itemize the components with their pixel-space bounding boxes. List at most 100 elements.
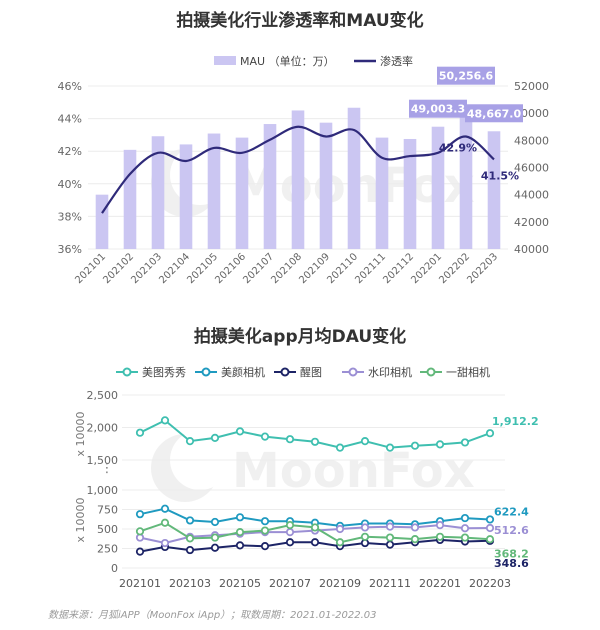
series-point <box>135 527 145 536</box>
mau-bar <box>263 124 277 249</box>
chart1-data-labels: 49,003.3 50,256.6 48,667.0 42.9% 41.5% <box>409 66 523 182</box>
series-point <box>185 534 195 543</box>
series-point <box>410 535 420 544</box>
legend-mau-swatch <box>214 56 236 65</box>
series-point <box>310 523 320 532</box>
mau-bar <box>459 109 473 249</box>
x-tick-label: 202105 <box>219 577 261 590</box>
mau-bar <box>319 122 333 249</box>
series-point <box>210 433 220 442</box>
y-right-tick-label: 48000 <box>514 134 549 147</box>
series-point <box>160 504 170 513</box>
legend-penetration-label: 渗透率 <box>380 54 413 68</box>
y-lower-tick-label: 500 <box>97 523 118 536</box>
series-point <box>235 541 245 550</box>
svg-text:MoonFox: MoonFox <box>232 443 475 499</box>
chart1-line <box>101 125 495 214</box>
chart2-upper-axis-label: x 10000 <box>74 411 87 456</box>
penetration-line <box>101 125 495 214</box>
series-point <box>160 416 170 425</box>
x-tick-label: 202111 <box>369 577 411 590</box>
y-left-tick-label: 40% <box>58 178 82 191</box>
x-tick-label: 202203 <box>469 577 511 590</box>
series-point <box>135 428 145 437</box>
series-point <box>360 437 370 446</box>
mau-bar <box>403 138 417 249</box>
series-point <box>235 528 245 537</box>
chart1-title: 拍摄美化行业渗透率和MAU变化 <box>176 10 423 31</box>
series-point <box>485 515 495 524</box>
end-value-label: 622.4 <box>494 505 529 518</box>
chart2-lower-axis-label: x 10000 <box>74 497 87 542</box>
mau-data-label: 48,667.0 <box>467 107 522 120</box>
series-point <box>285 520 295 530</box>
series-point <box>460 533 470 542</box>
mau-data-label: 50,256.6 <box>439 70 494 83</box>
legend-label: 美颜相机 <box>221 365 265 379</box>
series-point <box>410 523 420 532</box>
legend-marker <box>280 367 290 377</box>
y-left-tick-label: 36% <box>58 243 82 256</box>
mau-bar <box>235 137 249 249</box>
series-point <box>185 545 195 555</box>
legend-label: 醒图 <box>300 366 322 379</box>
series-point <box>485 535 495 544</box>
legend-label: 水印相机 <box>368 365 412 379</box>
end-value-label: 348.6 <box>494 557 529 570</box>
chart1-bars <box>95 107 501 249</box>
y-upper-tick-label: 2,500 <box>87 389 119 402</box>
series-point <box>385 443 395 452</box>
y-right-tick-label: 40000 <box>514 243 549 256</box>
series-point <box>285 538 295 547</box>
series-point <box>160 518 170 527</box>
y-lower-tick-label: 1,000 <box>87 484 119 497</box>
chart2-axis-break: ⋮ <box>101 461 114 476</box>
mau-data-label: 49,003.3 <box>411 103 465 116</box>
mau-label-box <box>465 104 523 123</box>
series-point <box>260 517 270 526</box>
series-point <box>135 510 145 519</box>
legend-marker <box>201 367 211 377</box>
end-value-label: 368.2 <box>494 547 529 560</box>
series-point <box>310 538 320 547</box>
series-point <box>460 513 470 523</box>
mau-label-box <box>437 66 495 85</box>
end-value-label: 512.6 <box>494 524 529 537</box>
y-left-tick-label: 44% <box>58 113 82 126</box>
y-right-tick-label: 42000 <box>514 216 549 229</box>
chart2-axes: 1,500 2,000 2,500 0 250 500 750 1,000 202101 2021… <box>87 389 512 590</box>
series-point <box>385 522 395 531</box>
series-point <box>260 432 270 441</box>
series-point <box>185 437 195 446</box>
mau-bar <box>375 137 389 249</box>
x-tick-label: 202107 <box>269 577 311 590</box>
series-point <box>210 543 220 552</box>
mau-label-box <box>409 99 467 118</box>
y-upper-tick-label: 1,500 <box>87 454 119 467</box>
series-point <box>410 441 420 450</box>
series-point <box>335 524 345 534</box>
series-point <box>485 523 495 533</box>
x-tick-label: 202101 <box>119 577 161 590</box>
series-point <box>285 528 295 537</box>
series-point <box>435 520 445 530</box>
series-point <box>360 532 370 541</box>
chart2-end-labels: 1,912.2 622.4 348.6 512.6 368.2 <box>492 415 539 570</box>
series-point <box>235 513 245 522</box>
y-right-tick-label: 52000 <box>514 80 549 93</box>
series-point <box>385 533 395 542</box>
y-right-tick-label: 46000 <box>514 162 549 175</box>
series-point <box>460 438 470 447</box>
series-point <box>210 517 220 527</box>
mau-bar <box>179 144 193 249</box>
mau-bar <box>347 107 361 249</box>
legend-mau-label: MAU （单位：万） <box>240 54 335 68</box>
penetration-data-label: 42.9% <box>439 142 477 155</box>
legend-label: 一甜相机 <box>446 365 490 379</box>
series-point <box>160 538 170 548</box>
legend-marker <box>426 367 436 377</box>
x-tick-label: 202109 <box>319 577 361 590</box>
legend-marker <box>122 367 132 377</box>
x-tick-label: 202201 <box>419 577 461 590</box>
